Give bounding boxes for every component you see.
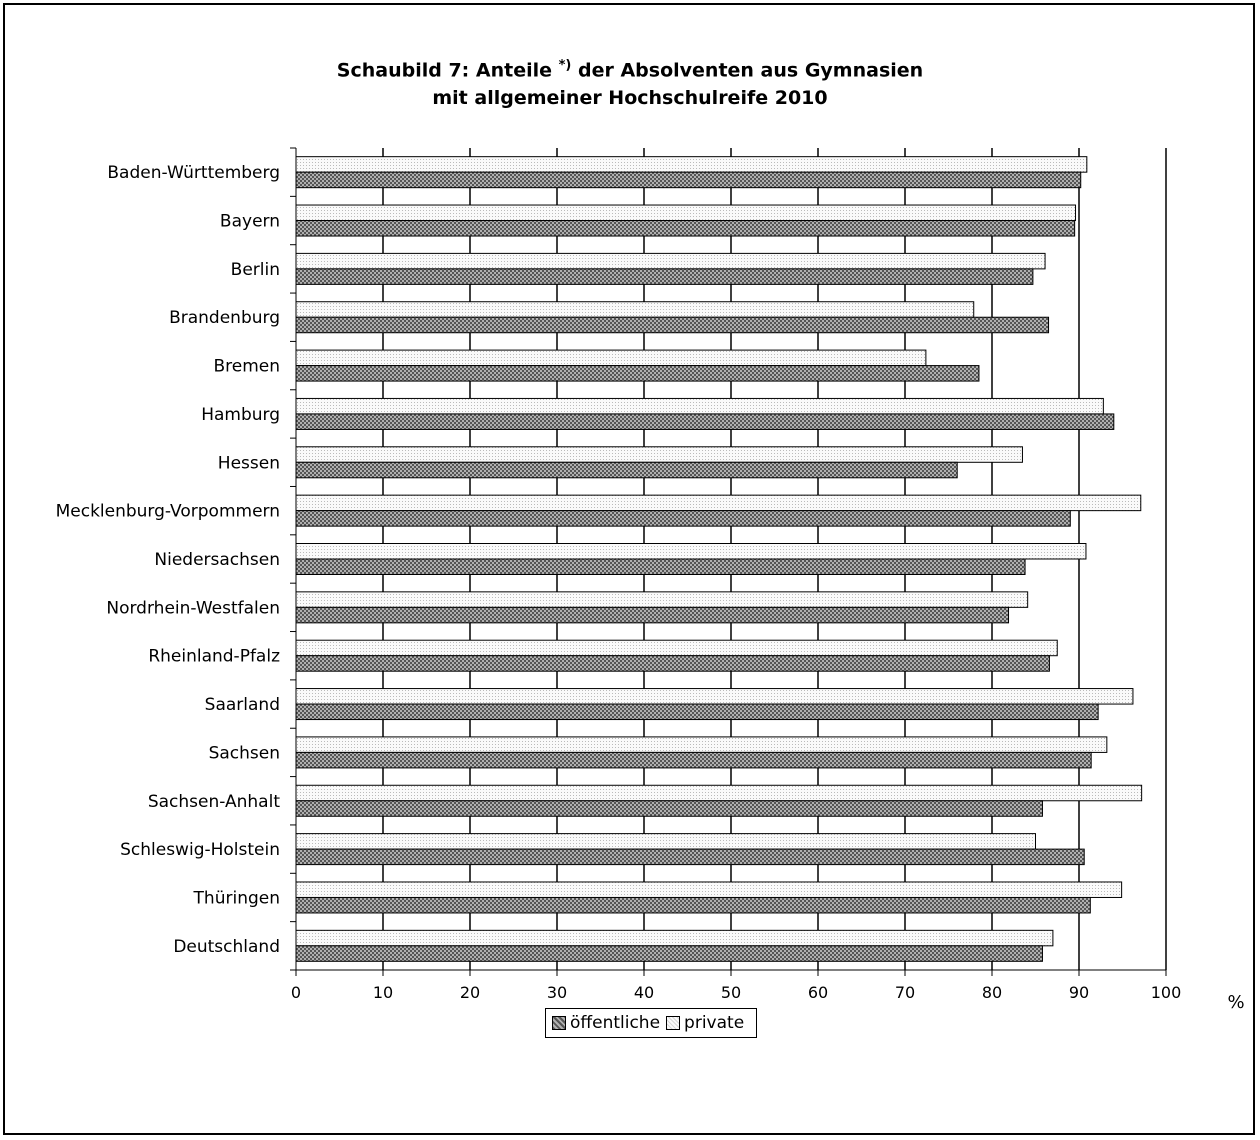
bar-private: [295, 494, 1142, 512]
bar-public: [295, 655, 1050, 672]
legend-item-private: private: [666, 1013, 744, 1033]
bar-public: [295, 220, 1076, 237]
chart-title: Schaubild 7: Anteile *) der Absolventen …: [0, 52, 1260, 112]
bar-public: [295, 365, 980, 382]
category-label: Schleswig-Holstein: [120, 840, 280, 860]
category-label: Rheinland-Pfalz: [148, 647, 280, 667]
category-label: Brandenburg: [169, 308, 280, 328]
bar-private: [295, 881, 1123, 898]
category-label: Hamburg: [201, 405, 280, 425]
legend-swatch-private: [666, 1016, 681, 1030]
title-line-1: Schaubild 7: Anteile *) der Absolventen …: [336, 58, 924, 82]
category-label: Niedersachsen: [154, 550, 280, 570]
bar-public: [295, 848, 1085, 866]
x-tick-label: 20: [460, 983, 480, 1002]
bar-private: [295, 543, 1087, 560]
legend-label-public: öffentliche: [570, 1013, 661, 1033]
x-tick-label: 50: [721, 983, 741, 1002]
x-tick-label: 100: [1151, 983, 1182, 1002]
x-tick-label: 90: [1069, 983, 1089, 1002]
bar-private: [295, 591, 1029, 608]
bar-private: [295, 736, 1108, 753]
bars: [295, 156, 1143, 962]
bar-private: [295, 784, 1143, 802]
axes: [290, 147, 1167, 976]
bar-public: [295, 800, 1043, 817]
category-label: Deutschland: [173, 937, 280, 957]
category-label: Sachsen: [209, 743, 280, 763]
bar-public: [295, 316, 1050, 334]
bar-public: [295, 606, 1010, 624]
bar-public: [295, 171, 1082, 189]
bar-public: [295, 945, 1043, 962]
category-label: Bremen: [213, 357, 280, 377]
bar-public: [295, 703, 1099, 721]
x-tick-label: 40: [634, 983, 654, 1002]
category-label: Saarland: [205, 695, 280, 715]
x-tick-label: 70: [895, 983, 915, 1002]
legend-item-public: öffentliche: [552, 1013, 660, 1033]
bar-public: [295, 268, 1034, 285]
bar-private: [295, 639, 1058, 657]
bar-public: [295, 896, 1091, 914]
bar-private: [295, 349, 927, 367]
category-label: Sachsen-Anhalt: [148, 792, 280, 812]
legend-swatch-public: [552, 1016, 566, 1030]
x-tick-labels: 0 10 20 30 40 50 60 70 80 90 100: [291, 983, 1181, 1002]
bar-private: [295, 204, 1077, 222]
bar-public: [295, 751, 1092, 769]
bar-private: [295, 156, 1088, 173]
x-tick-label: 0: [291, 983, 301, 1002]
bar-private: [295, 397, 1104, 415]
category-label: Nordrhein-Westfalen: [106, 598, 280, 618]
x-tick-label: 80: [982, 983, 1002, 1002]
category-label: Baden-Württemberg: [107, 163, 280, 183]
bar-public: [295, 461, 958, 479]
bar-private: [295, 252, 1046, 270]
legend-label-private: private: [684, 1013, 745, 1033]
category-labels: Baden-Württemberg Bayern Berlin Brandenburg…: [56, 163, 281, 957]
category-label: Thüringen: [193, 888, 280, 908]
legend: öffentliche private: [545, 1008, 758, 1038]
category-label: Berlin: [231, 260, 280, 280]
category-label: Bayern: [220, 212, 280, 232]
bar-public: [295, 413, 1115, 430]
bar-public: [295, 558, 1026, 575]
x-axis-unit-label: %: [1227, 992, 1244, 1013]
bar-private: [295, 301, 975, 318]
bar-private: [295, 688, 1134, 705]
category-label: Mecklenburg-Vorpommern: [56, 502, 280, 522]
bar-private: [295, 833, 1036, 850]
bar-private: [295, 446, 1023, 463]
title-line-2: mit allgemeiner Hochschulreife 2010: [432, 87, 828, 110]
title-footnote-mark: *): [558, 58, 572, 73]
bar-private: [295, 929, 1054, 947]
bar-public: [295, 510, 1071, 527]
x-tick-label: 60: [808, 983, 828, 1002]
x-tick-label: 10: [373, 983, 393, 1002]
x-tick-label: 30: [547, 983, 567, 1002]
category-label: Hessen: [218, 453, 280, 473]
